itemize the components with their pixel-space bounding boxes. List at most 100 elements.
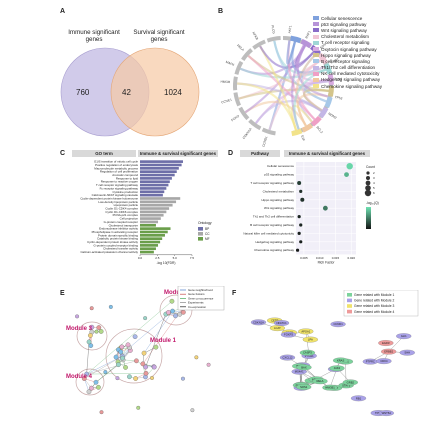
chord-gene-label: CCND1	[261, 136, 268, 148]
string-node	[169, 298, 175, 304]
chord-pathway-segment	[300, 38, 312, 49]
chord-pathway-segment	[323, 62, 333, 75]
string-node	[143, 316, 148, 321]
go-bar	[140, 163, 182, 167]
string-node	[166, 310, 171, 315]
chord-gene-label: FOXO	[230, 114, 240, 123]
go-bar	[140, 230, 168, 234]
chord-legend: Cellular senescence p53 signaling pathway…	[313, 15, 425, 89]
gene-node	[342, 379, 358, 386]
gene-legend-label: Gene related with Module 3	[354, 304, 394, 308]
gene-node-label: LPA	[308, 338, 313, 342]
gene-node-label: HMGB1	[325, 386, 335, 390]
count-legend-dot	[366, 176, 370, 180]
venn-left-label: Immune significant genes	[58, 29, 130, 43]
gene-legend-label: Gene related with Module 2	[354, 299, 394, 303]
chord-gene-label: MAPK	[225, 60, 236, 67]
chord-legend-label: Hippo signaling pathway	[321, 52, 371, 58]
go-x-tick-label: 7.5	[190, 256, 195, 260]
module-outline	[76, 321, 108, 351]
gene-node	[299, 349, 316, 356]
pathway-bubble	[299, 189, 303, 193]
venn-overlap-count: 42	[122, 88, 131, 97]
go-bar	[140, 223, 156, 227]
pathway-header-right: Immune & survival significant genes	[284, 150, 370, 157]
string-node	[134, 358, 139, 364]
pathway-bubble	[297, 181, 302, 185]
legend-swatch	[313, 34, 319, 39]
gene-legend-swatch	[347, 304, 352, 308]
go-header-right: Immune & survival significant genes	[138, 150, 218, 157]
string-node	[113, 354, 119, 360]
legend-swatch	[313, 65, 319, 70]
module-label: Module 2	[164, 290, 191, 296]
chord-gene-segment	[266, 36, 281, 43]
go-term-label: G-protein coupled receptor	[104, 220, 138, 224]
count-legend-label: 3	[373, 176, 375, 180]
chord-gene-label: NFKB	[251, 31, 259, 40]
chord-pathway-segment	[291, 128, 303, 137]
string-node	[153, 344, 159, 350]
string-node	[108, 304, 113, 309]
chord-pathway-segment	[327, 74, 334, 85]
chord-pathway-segment	[327, 86, 334, 97]
pathway-bubble-chart: Cellular senescence p53 signaling pathway…	[243, 162, 379, 264]
gene-node-label: RELA	[316, 379, 323, 383]
string-legend-label: Gene neighborhood	[188, 288, 213, 292]
bubble-x-tick-label: 0.005	[300, 256, 308, 260]
chord-legend-item: Oxytocin signaling pathway	[313, 46, 425, 52]
go-term-label: Cytokine production	[112, 190, 138, 194]
string-legend-label: Co-expression	[188, 305, 206, 309]
chord-legend-label: T cell receptor signaling	[321, 40, 370, 46]
gene-legend-swatch	[347, 298, 352, 303]
string-node	[170, 308, 175, 314]
pathway-bubble	[295, 248, 300, 252]
chord-gene-label: RAF1	[304, 30, 311, 39]
pathway-bubble	[297, 215, 301, 219]
legend-swatch	[313, 53, 319, 58]
go-bar	[140, 207, 170, 210]
go-legend-label: MF	[205, 237, 210, 241]
go-x-tick-label: 2.5	[155, 256, 160, 260]
chord-gene-label: HMGB	[220, 80, 230, 85]
string-edge	[145, 314, 166, 368]
chord-gene-label: GRB2	[330, 57, 340, 64]
go-bar	[140, 173, 175, 177]
module-label: Module 3	[66, 326, 93, 332]
chord-gene-segment	[248, 119, 262, 131]
string-node	[88, 333, 93, 338]
bubble-x-tick-label: 0.015	[332, 256, 340, 260]
go-term-label: Response to lipid	[116, 176, 139, 180]
go-term-label: Cyclin D1-CDK6 complex	[105, 210, 138, 214]
gene-node	[378, 340, 394, 346]
go-legend-swatch	[198, 232, 203, 236]
chord-gene-segment	[252, 39, 266, 50]
string-node	[136, 405, 141, 410]
string-node	[86, 339, 92, 345]
string-node	[89, 385, 94, 391]
go-bar	[140, 217, 161, 220]
go-x-tick-label: 0.0	[138, 256, 143, 260]
go-bar	[140, 180, 170, 184]
venn-left-count: 760	[76, 88, 90, 97]
gene-legend-swatch	[347, 293, 352, 297]
string-edge	[84, 355, 123, 379]
go-bar	[140, 167, 179, 170]
q-legend-title: -log₁₀(Q)	[366, 201, 379, 205]
gene-node	[396, 333, 412, 340]
go-term-label: Calcium-activated potassium channel acti…	[80, 250, 138, 254]
go-bar	[140, 197, 181, 200]
chord-gene-label: TP53	[334, 95, 343, 101]
venn-right-label-line1: Survival significant	[133, 29, 185, 36]
go-term-label: Endonuclease inhibitor activity	[99, 227, 138, 231]
gene-node-label: CDK4	[380, 359, 388, 363]
chord-legend-item: p53 signaling pathway	[313, 21, 425, 27]
gene-node-label: FOXP3	[284, 333, 293, 337]
chord-legend-item: B cell receptor signaling	[313, 58, 425, 64]
gene-node-label: SOS1	[300, 385, 308, 389]
chord-legend-label: Oxytocin signaling pathway	[321, 46, 377, 52]
gene-node-label: PTPRC	[366, 360, 375, 364]
count-legend-dot	[366, 171, 370, 175]
go-legend-title: Ontology	[198, 221, 212, 225]
